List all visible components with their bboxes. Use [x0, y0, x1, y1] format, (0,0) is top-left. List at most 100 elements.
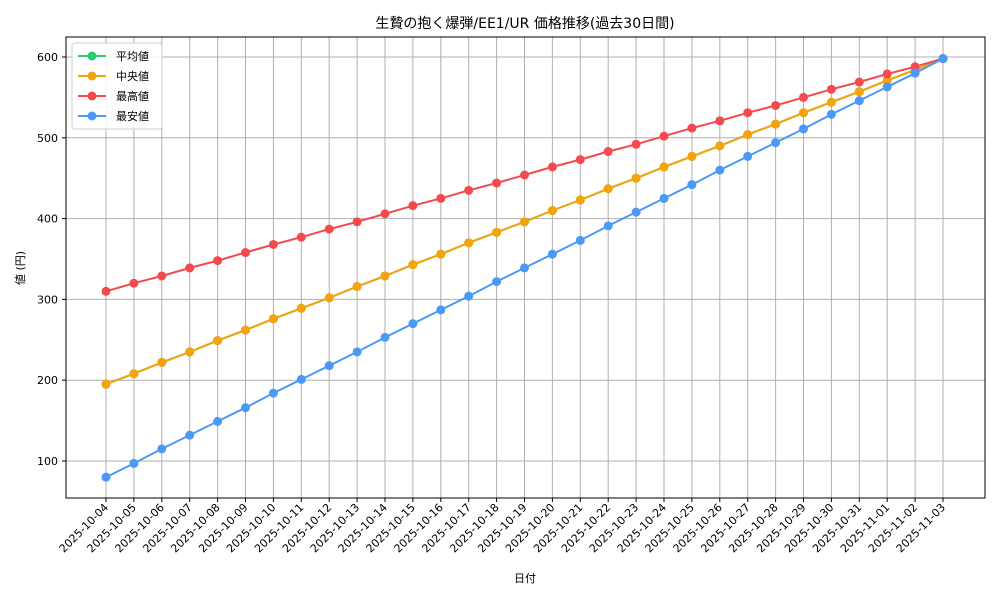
- data-point: [352, 217, 362, 227]
- data-point: [854, 87, 864, 97]
- data-point: [492, 178, 502, 188]
- y-axis-ticks: 100 200 300 400 500 600: [37, 51, 66, 468]
- data-point: [464, 238, 474, 248]
- data-point: [324, 224, 334, 234]
- data-point: [687, 123, 697, 133]
- data-point: [520, 170, 529, 180]
- data-point: [882, 69, 892, 79]
- data-point: [352, 347, 362, 357]
- data-point: [464, 185, 474, 195]
- legend-label: 最高値: [116, 89, 149, 103]
- data-point: [268, 388, 278, 398]
- data-point: [241, 325, 250, 335]
- data-series: [101, 54, 948, 482]
- x-axis-ticks: 2025-10-042025-10-052025-10-062025-10-07…: [57, 498, 948, 555]
- data-point: [910, 62, 920, 72]
- data-point: [380, 271, 390, 281]
- legend-marker: [87, 111, 97, 121]
- data-point: [799, 92, 808, 102]
- data-point: [408, 201, 418, 211]
- data-point: [157, 357, 167, 367]
- data-point: [631, 207, 641, 217]
- data-point: [743, 151, 753, 161]
- x-axis-label: 日付: [514, 572, 536, 585]
- data-point: [324, 361, 334, 371]
- series-2: [101, 54, 948, 296]
- legend-label: 最安値: [116, 109, 149, 123]
- data-point: [268, 314, 278, 324]
- legend-marker: [87, 51, 97, 61]
- data-point: [854, 77, 864, 87]
- data-point: [101, 379, 111, 389]
- data-point: [575, 235, 585, 245]
- data-point: [631, 173, 641, 183]
- data-point: [101, 472, 111, 482]
- data-point: [520, 217, 529, 227]
- data-point: [213, 416, 223, 426]
- data-point: [575, 155, 585, 165]
- data-point: [380, 209, 390, 219]
- data-point: [771, 138, 781, 148]
- data-point: [436, 249, 446, 259]
- y-tick-label: 200: [37, 374, 58, 387]
- data-point: [129, 369, 139, 379]
- data-point: [799, 108, 808, 118]
- data-point: [799, 124, 808, 134]
- data-point: [826, 109, 836, 119]
- data-point: [129, 458, 139, 468]
- data-point: [296, 374, 306, 384]
- series-3: [101, 54, 948, 482]
- data-point: [408, 319, 418, 329]
- legend-label: 中央値: [116, 70, 149, 83]
- data-point: [687, 151, 697, 161]
- legend-marker: [87, 71, 97, 81]
- data-point: [129, 278, 139, 288]
- data-point: [520, 263, 529, 273]
- data-point: [492, 227, 502, 237]
- data-point: [854, 96, 864, 106]
- data-point: [408, 260, 418, 270]
- data-point: [659, 193, 669, 203]
- data-point: [324, 293, 334, 303]
- y-tick-label: 500: [37, 132, 58, 145]
- data-point: [185, 263, 195, 273]
- data-point: [492, 277, 502, 287]
- y-tick-label: 100: [37, 455, 58, 468]
- data-point: [547, 249, 557, 259]
- data-point: [743, 130, 753, 140]
- data-point: [185, 347, 195, 357]
- y-axis-label: 値 (円): [14, 251, 27, 285]
- data-point: [910, 68, 920, 78]
- y-tick-label: 300: [37, 293, 58, 306]
- data-point: [185, 430, 195, 440]
- legend-box: [71, 42, 163, 130]
- y-tick-label: 600: [37, 51, 58, 64]
- data-point: [213, 336, 223, 346]
- data-point: [575, 195, 585, 205]
- data-point: [352, 281, 362, 291]
- data-point: [547, 206, 557, 216]
- data-point: [603, 147, 613, 157]
- data-point: [296, 303, 306, 313]
- data-point: [241, 403, 250, 413]
- data-point: [296, 232, 306, 242]
- data-point: [882, 82, 892, 92]
- data-point: [101, 286, 111, 296]
- data-point: [771, 100, 781, 110]
- data-point: [213, 256, 223, 266]
- data-point: [771, 119, 781, 129]
- data-point: [687, 180, 697, 190]
- data-point: [547, 162, 557, 172]
- data-point: [743, 108, 753, 118]
- data-point: [715, 165, 725, 175]
- legend-marker: [87, 91, 97, 101]
- data-point: [464, 291, 474, 301]
- data-point: [157, 271, 167, 281]
- data-point: [659, 162, 669, 172]
- data-point: [436, 193, 446, 203]
- chart-title: 生贄の抱く爆弾/EE1/UR 価格推移(過去30日間): [375, 15, 674, 32]
- data-point: [241, 248, 250, 258]
- plot-frame: [65, 36, 986, 499]
